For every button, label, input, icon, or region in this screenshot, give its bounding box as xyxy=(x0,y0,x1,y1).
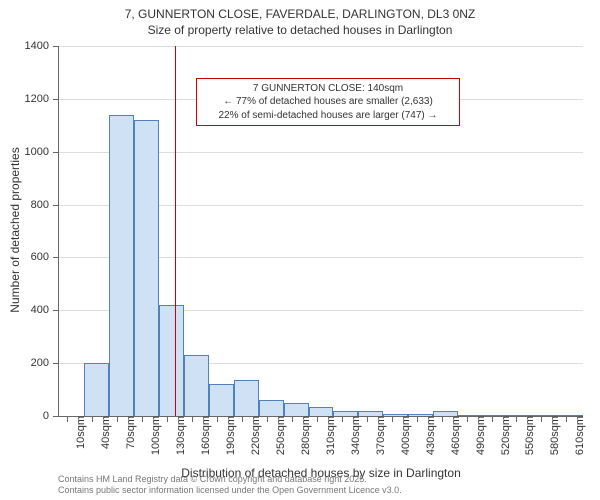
footer-attribution: Contains HM Land Registry data © Crown c… xyxy=(58,474,402,497)
annotation-box: 7 GUNNERTON CLOSE: 140sqm← 77% of detach… xyxy=(196,78,460,127)
x-tick-label: 220sqm xyxy=(242,416,262,455)
x-tick-label: 10sqm xyxy=(67,416,87,449)
y-axis-label: Number of detached properties xyxy=(8,147,22,312)
y-tick xyxy=(53,310,59,311)
histogram-bar xyxy=(184,355,209,416)
y-tick xyxy=(53,257,59,258)
x-tick-label: 490sqm xyxy=(467,416,487,455)
x-tick-label: 340sqm xyxy=(342,416,362,455)
x-tick-label: 70sqm xyxy=(117,416,137,449)
histogram-bar xyxy=(209,384,234,416)
x-tick-label: 100sqm xyxy=(142,416,162,455)
y-tick xyxy=(53,205,59,206)
marker-line xyxy=(175,46,176,416)
x-tick-label: 550sqm xyxy=(516,416,536,455)
x-tick-label: 430sqm xyxy=(417,416,437,455)
y-tick-label: 1000 xyxy=(25,146,49,158)
title-line-1: 7, GUNNERTON CLOSE, FAVERDALE, DARLINGTO… xyxy=(0,6,600,22)
histogram-bar xyxy=(284,403,309,416)
grid-line xyxy=(59,46,583,47)
x-tick-label: 40sqm xyxy=(92,416,112,449)
histogram-bar xyxy=(159,305,184,416)
y-tick-label: 800 xyxy=(31,199,49,211)
x-tick-label: 460sqm xyxy=(442,416,462,455)
x-tick-label: 280sqm xyxy=(292,416,312,455)
histogram-bar xyxy=(109,115,134,416)
histogram-bar xyxy=(134,120,159,416)
chart-container: 7, GUNNERTON CLOSE, FAVERDALE, DARLINGTO… xyxy=(0,0,600,500)
annotation-line: ← 77% of detached houses are smaller (2,… xyxy=(203,95,453,109)
histogram-bar xyxy=(234,380,259,416)
x-tick-label: 610sqm xyxy=(566,416,586,455)
x-tick-label: 190sqm xyxy=(217,416,237,455)
y-tick-label: 600 xyxy=(31,251,49,263)
y-tick xyxy=(53,46,59,47)
x-tick-label: 310sqm xyxy=(317,416,337,455)
footer-line-1: Contains HM Land Registry data © Crown c… xyxy=(58,474,402,486)
y-tick xyxy=(53,99,59,100)
x-tick-label: 160sqm xyxy=(192,416,212,455)
y-tick xyxy=(53,152,59,153)
x-tick-label: 580sqm xyxy=(541,416,561,455)
y-tick-label: 200 xyxy=(31,357,49,369)
y-tick-label: 400 xyxy=(31,304,49,316)
histogram-bar xyxy=(309,407,334,416)
x-tick-label: 370sqm xyxy=(367,416,387,455)
footer-line-2: Contains public sector information licen… xyxy=(58,485,402,497)
chart-title: 7, GUNNERTON CLOSE, FAVERDALE, DARLINGTO… xyxy=(0,0,600,38)
y-tick xyxy=(53,416,59,417)
histogram-bar xyxy=(259,400,284,416)
y-tick-label: 1200 xyxy=(25,93,49,105)
y-tick xyxy=(53,363,59,364)
x-tick-label: 400sqm xyxy=(392,416,412,455)
y-tick-label: 1400 xyxy=(25,40,49,52)
annotation-line: 22% of semi-detached houses are larger (… xyxy=(203,109,453,123)
annotation-line: 7 GUNNERTON CLOSE: 140sqm xyxy=(203,82,453,96)
y-tick-label: 0 xyxy=(43,410,49,422)
histogram-bar xyxy=(84,363,109,416)
plot-area: Distribution of detached houses by size … xyxy=(58,46,583,417)
x-tick-label: 250sqm xyxy=(267,416,287,455)
title-line-2: Size of property relative to detached ho… xyxy=(0,22,600,38)
x-tick-label: 130sqm xyxy=(167,416,187,455)
x-tick-label: 520sqm xyxy=(492,416,512,455)
